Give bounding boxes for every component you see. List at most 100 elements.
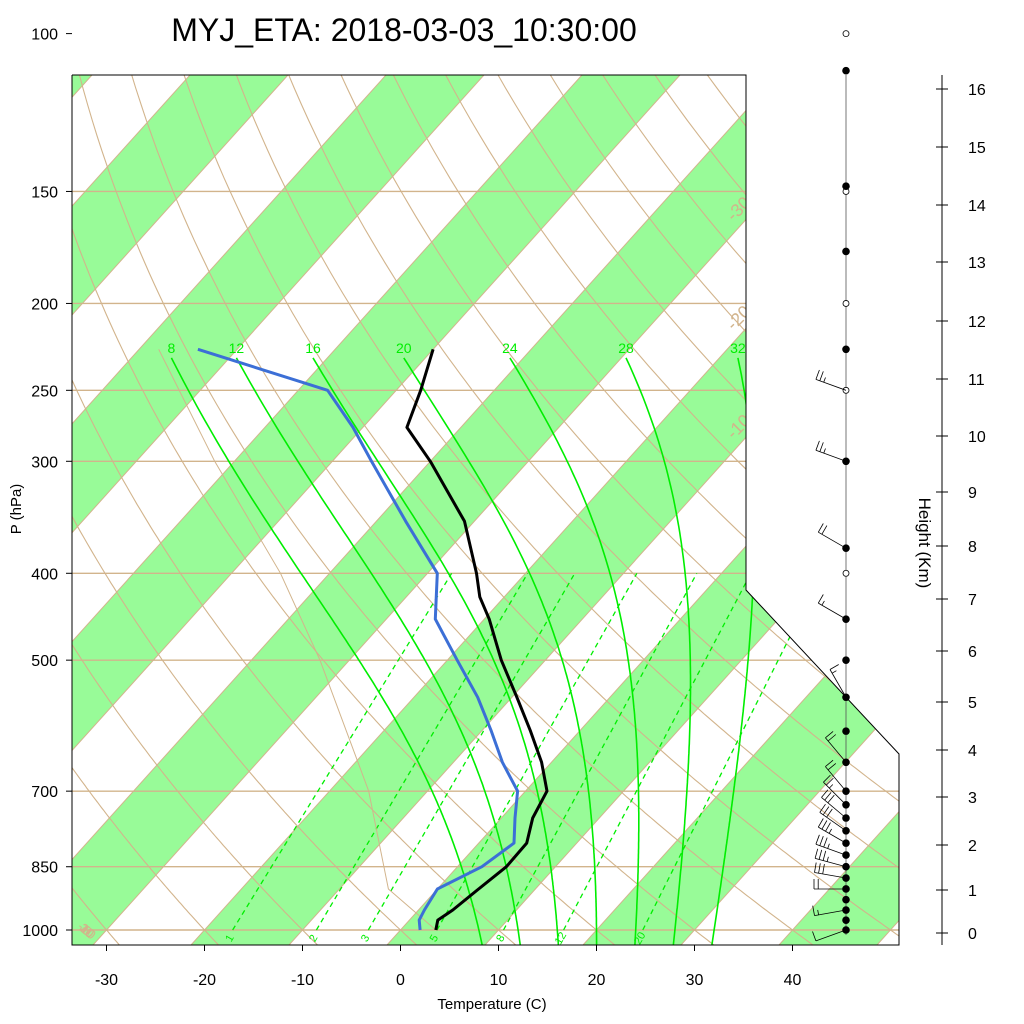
wind-barb-flag: [827, 763, 837, 771]
wind-barb-flag: [822, 864, 825, 874]
wind-barb-flag: [821, 600, 825, 606]
dry-adiabat: [264, 75, 899, 945]
isotherm-label: 20: [859, 583, 887, 611]
wind-barb-flag: [815, 440, 820, 451]
moist-adiabat-label: 24: [502, 340, 518, 356]
height-tick-label: 16: [968, 82, 986, 99]
p-tick-label: 100: [31, 27, 58, 44]
wind-barb-flag: [814, 862, 817, 873]
height-tick-label: 13: [968, 255, 986, 272]
wind-barb-flag: [826, 856, 829, 862]
mixing-ratio-line: [232, 572, 453, 931]
wind-barb-flag: [821, 525, 828, 535]
isotherm-label: 10: [859, 474, 887, 502]
height-tick-label: 3: [968, 790, 977, 807]
temperature-line: [405, 348, 549, 931]
isotherm-line: [72, 75, 834, 945]
height-tick-label: 15: [968, 140, 986, 157]
height-axis-label: Height (Km): [915, 498, 934, 589]
wind-dot: [842, 247, 850, 256]
wind-barb-flag: [831, 670, 837, 674]
isotherm-line: [72, 75, 638, 945]
dry-adiabat-label: -30: [75, 38, 99, 62]
wind-dot-open: [842, 30, 850, 37]
wind-dot-open: [842, 569, 850, 577]
wind-barb-flag: [826, 808, 833, 818]
wind-barb-flag: [815, 834, 820, 845]
p-tick-label: 200: [31, 296, 58, 313]
moist-adiabat-label: 20: [396, 340, 412, 356]
dry-adiabat: [72, 75, 234, 945]
p-tick-label: 700: [31, 784, 58, 801]
wind-barb-flag: [829, 784, 834, 789]
wind-dot: [842, 345, 850, 354]
wind-barb-shaft: [815, 379, 847, 391]
x-tick-label: -10: [291, 972, 314, 989]
dry-adiabat: [72, 75, 133, 945]
sounding-series: [197, 347, 549, 931]
isotherm-line: [72, 75, 540, 945]
wind-barb-flag: [823, 774, 831, 783]
wind-barb-flag: [828, 828, 832, 834]
parcel-line: [158, 349, 437, 931]
wind-barb-shaft: [825, 737, 847, 763]
isotherm-line: [72, 75, 736, 945]
height-tick-label: 5: [968, 695, 977, 712]
mixing-ratio-line: [502, 572, 698, 931]
moist-adiabat: [403, 357, 598, 945]
wind-barb-flag: [823, 448, 826, 454]
wind-barb-shaft: [814, 858, 847, 868]
p-tick-label: 250: [31, 383, 58, 400]
x-tick-label: -30: [95, 972, 118, 989]
y-axis-label: P (hPa): [8, 484, 25, 535]
wind-dot-open: [842, 300, 850, 307]
moist-adiabat-label: 28: [618, 340, 634, 356]
isotherm-line: [72, 75, 246, 945]
wind-barb-shaft: [815, 843, 847, 856]
p-tick-label: 150: [31, 184, 58, 201]
green-bands: [72, 75, 899, 945]
height-tick-label: 14: [968, 198, 986, 215]
dewpoint-line: [197, 347, 520, 931]
moist-adiabat: [625, 357, 692, 945]
wind-barb-flag: [817, 523, 824, 533]
wind-barb-flag: [822, 806, 830, 816]
isotherm-label: 0: [866, 365, 887, 386]
wind-barb-flag: [818, 849, 823, 860]
dry-adiabat: [72, 75, 634, 945]
height-tick-label: 12: [968, 314, 986, 331]
height-tick-label: 4: [968, 743, 977, 760]
wind-barb-flag: [825, 759, 834, 767]
wind-barb-flag: [819, 442, 824, 452]
wind-barb-shaft: [823, 781, 847, 806]
moist-adiabat: [235, 357, 524, 945]
p-tick-label: 1000: [22, 923, 58, 940]
wind-barb-flag: [823, 377, 826, 383]
wind-barb-flag: [818, 863, 821, 874]
dry-adiabat: [364, 75, 899, 945]
wind-barb-flag: [821, 789, 829, 798]
dry-adiabat: [72, 75, 434, 945]
height-tick-label: 1: [968, 883, 977, 900]
wind-barb-shaft: [814, 909, 847, 916]
wind-barb-flag: [821, 820, 828, 830]
x-tick-label: 40: [784, 972, 802, 989]
isotherm-band: [72, 75, 344, 945]
isotherm-band: [72, 75, 540, 945]
wind-barb-flag: [817, 594, 824, 604]
mixing-ratio-label: 8: [494, 933, 507, 944]
x-tick-label: 10: [490, 972, 508, 989]
wind-barb-flag: [814, 848, 819, 859]
p-tick-label: 400: [31, 566, 58, 583]
wind-barb-shaft: [819, 812, 847, 832]
dry-adiabat: [72, 75, 534, 945]
dry-adiabat-label: 40: [117, 39, 138, 60]
x-tick-label: -20: [193, 972, 216, 989]
wind-barb-flag: [819, 371, 824, 381]
wind-barb-flag: [819, 803, 826, 813]
wind-barb-flag: [817, 909, 819, 915]
moist-adiabat: [312, 357, 561, 945]
x-tick-label: 30: [686, 972, 704, 989]
dry-adiabat: [114, 75, 835, 945]
